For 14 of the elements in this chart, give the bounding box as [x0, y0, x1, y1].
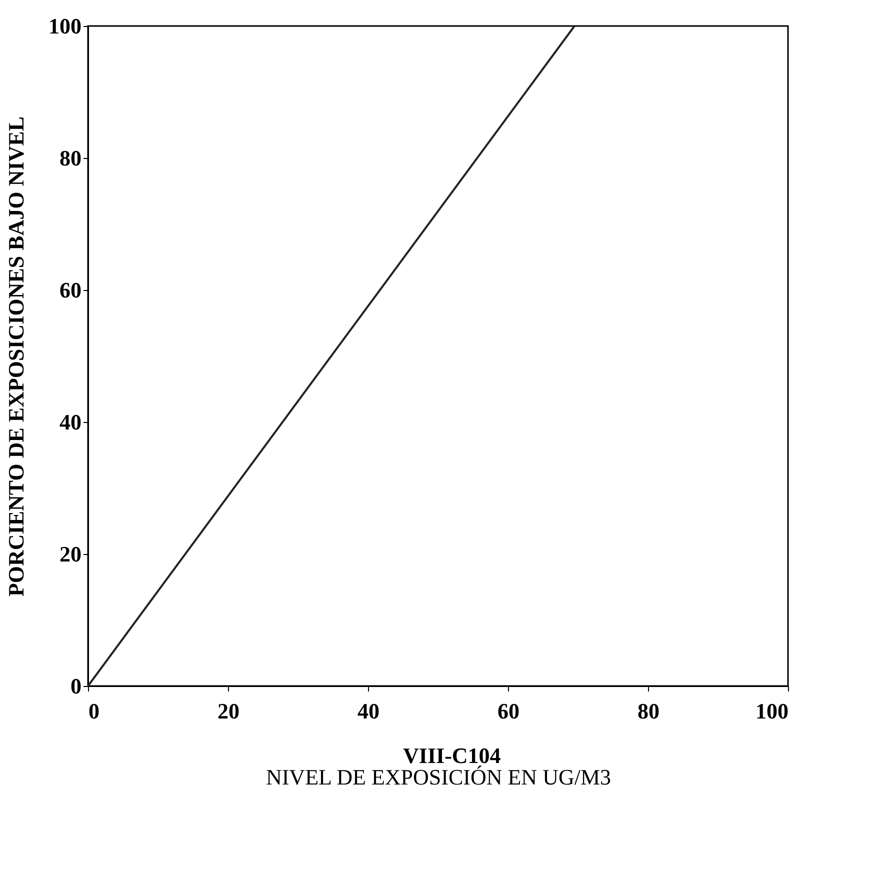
x-tick-label: 100 — [756, 698, 788, 724]
y-tick-label: 80 — [60, 146, 82, 170]
y-tick-label: 0 — [70, 674, 82, 698]
y-tick-label: 20 — [60, 542, 82, 566]
x-tick-label: 40 — [358, 698, 380, 724]
y-tick-label: 60 — [60, 278, 82, 302]
x-tick-label: 0 — [88, 698, 100, 724]
x-tick-label: 20 — [218, 698, 240, 724]
y-axis-title: PORCIENTO DE EXPOSICIONES BAJO NIVEL — [4, 116, 28, 597]
x-tick-label: 80 — [638, 698, 660, 724]
x-axis-title: NIVEL DE EXPOSICIÓN EN UG/M3 — [266, 764, 612, 790]
y-tick-label: 40 — [60, 410, 82, 434]
x-tick-label: 60 — [498, 698, 520, 724]
y-tick-label: 100 — [48, 14, 82, 38]
